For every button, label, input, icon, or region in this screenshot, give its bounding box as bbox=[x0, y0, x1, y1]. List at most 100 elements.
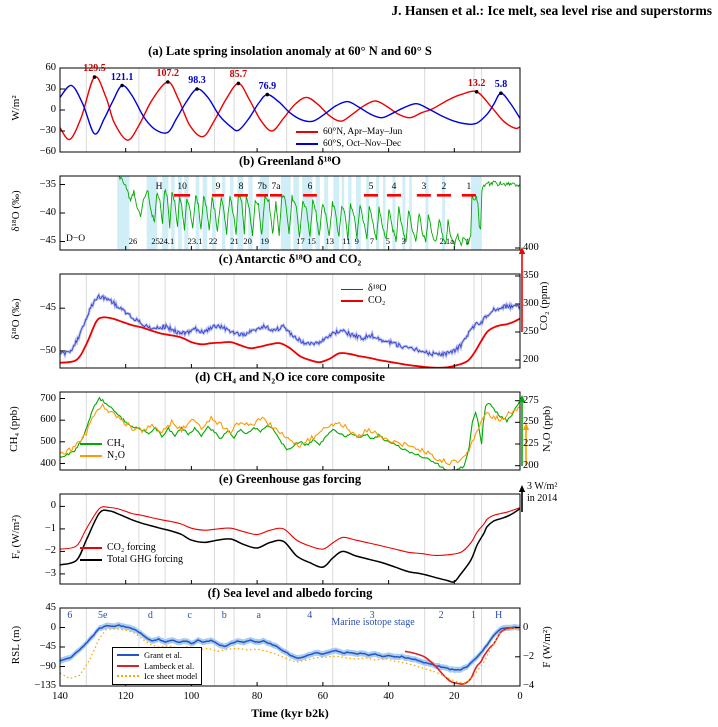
legend-label-co2forcing: CO₂ forcing bbox=[107, 542, 156, 553]
ch4-2014-arrow bbox=[518, 395, 526, 402]
series-line-0 bbox=[60, 624, 520, 671]
legend-row: N₂O bbox=[80, 450, 125, 462]
interstadial-band bbox=[383, 176, 386, 250]
legend-label-lambeck: Lambeck et al. bbox=[144, 660, 195, 671]
interstadial-band bbox=[366, 176, 370, 250]
heinrich-bar bbox=[461, 194, 476, 197]
insolation-peak-label: 5.8 bbox=[494, 79, 508, 91]
legend-line-60s-icon bbox=[296, 143, 318, 145]
panel-f-ylabel: RSL (m) bbox=[10, 625, 22, 665]
insolation-peak-dot bbox=[92, 75, 97, 79]
y-tick-label: −50 bbox=[39, 344, 56, 356]
panel-d-title: (d) CH₄ and N₂O ice core composite bbox=[195, 370, 385, 384]
legend-panel-c: δ¹⁸O CO₂ bbox=[341, 283, 386, 307]
legend-panel-a: 60°N, Apr–May–Jun 60°S, Oct–Nov–Dec bbox=[296, 126, 402, 150]
legend-label-n2o: N₂O bbox=[107, 450, 125, 461]
legend-label-icesheet: Ice sheet model bbox=[144, 671, 198, 681]
x-tick-label: 40 bbox=[383, 691, 394, 702]
insolation-peak-label: 13.2 bbox=[467, 77, 486, 89]
series-line-1 bbox=[60, 507, 520, 583]
legend-label-grant: Grant et al. bbox=[144, 650, 182, 660]
series-line-1 bbox=[404, 626, 520, 685]
y-tick-label: 30 bbox=[45, 83, 57, 94]
y-tick-label: 0 bbox=[50, 500, 56, 512]
panel-e-title: (e) Greenhouse gas forcing bbox=[218, 472, 362, 486]
running-head: J. Hansen et al.: Ice melt, sea level ri… bbox=[391, 3, 712, 18]
y-tick-label: 400 bbox=[523, 242, 539, 253]
interstadial-band bbox=[248, 176, 253, 250]
interstadial-band bbox=[425, 176, 429, 250]
n2o-2014-arrow bbox=[522, 423, 530, 430]
insolation-peak-label: 129.5 bbox=[83, 63, 106, 75]
insolation-peak-dot bbox=[236, 81, 241, 86]
y-tick-label: −3 bbox=[44, 567, 56, 579]
x-tick-label: 140 bbox=[52, 691, 68, 702]
x-tick-label: 120 bbox=[117, 691, 134, 702]
mis-stage-label: b bbox=[221, 610, 227, 621]
insolation-peak-label: 76.9 bbox=[258, 80, 277, 92]
legend-row: CH₄ bbox=[80, 438, 125, 450]
y-tick-label: 0 bbox=[523, 621, 529, 633]
do-event-label: 24.1 bbox=[159, 236, 175, 246]
y-tick-label: 0 bbox=[50, 104, 56, 115]
legend-label-ch4: CH₄ bbox=[107, 438, 125, 449]
heinrich-bar bbox=[256, 194, 268, 197]
mis-stage-label: c bbox=[187, 610, 192, 621]
series-line-0 bbox=[60, 76, 520, 141]
legend-row: Grant et al. bbox=[117, 650, 197, 661]
legend-panel-e: CO₂ forcing Total GHG forcing bbox=[80, 542, 183, 566]
interstadial-band bbox=[333, 176, 339, 250]
heinrich-label: 1 bbox=[466, 182, 472, 192]
y-tick-label: −45 bbox=[39, 235, 56, 247]
legend-label-60s: 60°S, Oct–Nov–Dec bbox=[323, 139, 402, 149]
x-tick-label: 0 bbox=[517, 691, 523, 702]
heinrich-bar bbox=[416, 194, 431, 197]
heinrich-label: 8 bbox=[238, 182, 244, 192]
legend-panel-d: CH₄ N₂O bbox=[80, 438, 125, 462]
panel-d-ylabel: CH₄ (ppb) bbox=[8, 406, 20, 452]
mis-caption: Marine isotope stage bbox=[331, 617, 415, 628]
series-line-0 bbox=[60, 294, 520, 357]
legend-line-co2forcing-icon bbox=[80, 547, 102, 549]
x-tick-label: 100 bbox=[183, 691, 200, 702]
legend-row: Ice sheet model bbox=[117, 671, 197, 682]
heinrich-bar bbox=[303, 194, 317, 197]
panel-b-ylabel: δ¹⁸O (‰) bbox=[10, 190, 22, 232]
mis-stage-label: 1 bbox=[470, 610, 476, 621]
y-tick-label: 45 bbox=[45, 602, 57, 613]
panel-e-series bbox=[60, 506, 520, 583]
do-event-label: 26 bbox=[128, 236, 138, 246]
legend-label-co2: CO₂ bbox=[368, 295, 386, 306]
interstadial-band bbox=[280, 176, 291, 250]
do-event-label: 21 bbox=[230, 236, 239, 246]
legend-line-lambeck-icon bbox=[117, 664, 139, 667]
do-event-label: 22 bbox=[208, 236, 218, 246]
x-tick-label: 80 bbox=[251, 691, 263, 702]
series-line-1 bbox=[60, 316, 520, 368]
insolation-peak-label: 85.7 bbox=[229, 69, 248, 81]
series-line-0 bbox=[60, 396, 520, 470]
series-line-1 bbox=[60, 84, 520, 135]
interstadial-band bbox=[341, 176, 345, 250]
heinrich-label: 5 bbox=[368, 182, 374, 192]
heinrich-label: 2 bbox=[441, 182, 447, 192]
interstadial-band bbox=[184, 176, 189, 250]
heinrich-label: 9 bbox=[215, 182, 221, 192]
do-event-label: 17 bbox=[296, 236, 305, 246]
panel-f-series bbox=[60, 621, 520, 685]
co2-2014-arrow bbox=[518, 247, 526, 254]
heinrich-bar bbox=[174, 194, 191, 197]
y-tick-label: 700 bbox=[40, 392, 56, 404]
legend-line-n2o-icon bbox=[80, 455, 102, 457]
mis-stage-label: a bbox=[256, 610, 261, 621]
y-tick-label: 500 bbox=[40, 435, 56, 447]
interstadial-band bbox=[259, 176, 269, 250]
mis-stage-label: 3 bbox=[369, 610, 375, 621]
mis-stage-label: d bbox=[147, 610, 153, 621]
interstadial-band bbox=[178, 176, 182, 250]
legend-line-d18o-icon bbox=[341, 288, 363, 290]
panel-b-series bbox=[118, 176, 520, 247]
mis-stage-label: 4 bbox=[307, 610, 313, 621]
do-event-label: 3 bbox=[401, 236, 406, 246]
panel-a-title: (a) Late spring insolation anomaly at 60… bbox=[148, 44, 432, 58]
